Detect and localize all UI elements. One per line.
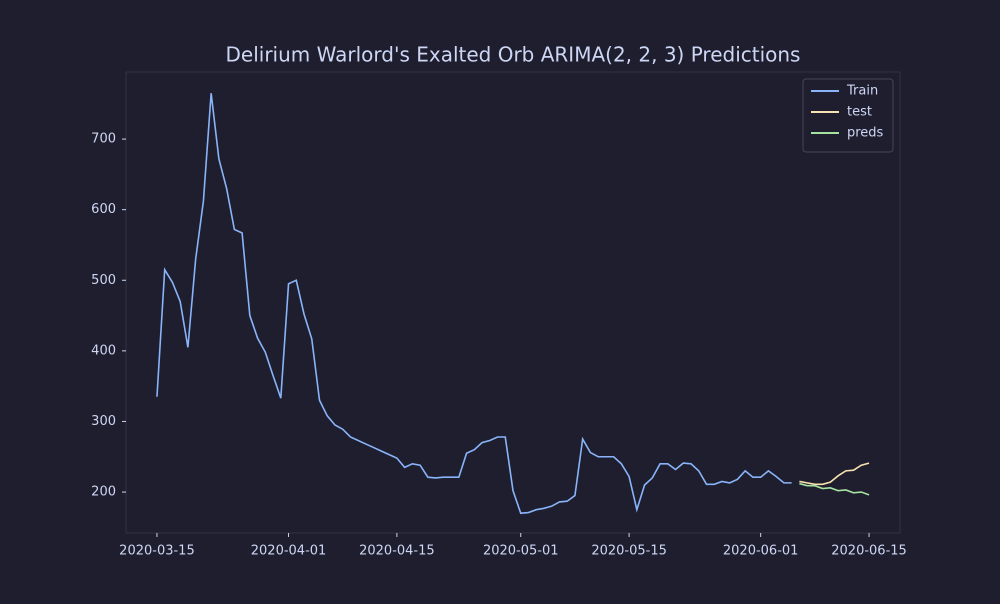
series-line bbox=[156, 93, 792, 515]
plot-area bbox=[125, 71, 901, 534]
x-tick-label: 2020-04-01 bbox=[251, 544, 327, 559]
chart-title: Delirium Warlord's Exalted Orb ARIMA(2, … bbox=[226, 43, 801, 67]
x-tick-label: 2020-06-15 bbox=[831, 544, 907, 559]
y-tick-label: 700 bbox=[91, 132, 116, 147]
y-tick-label: 400 bbox=[91, 343, 116, 358]
legend-label: test bbox=[847, 105, 872, 120]
x-tick-label: 2020-05-01 bbox=[483, 544, 559, 559]
x-tick-label: 2020-05-15 bbox=[591, 544, 667, 559]
y-tick-label: 500 bbox=[91, 273, 116, 288]
x-tick-label: 2020-04-15 bbox=[359, 544, 435, 559]
legend-label: Train bbox=[846, 84, 878, 99]
legend-label: preds bbox=[847, 126, 884, 141]
y-tick-label: 600 bbox=[91, 202, 116, 217]
series-line bbox=[799, 462, 870, 486]
series-line bbox=[799, 482, 870, 496]
y-tick-label: 300 bbox=[91, 414, 116, 429]
y-tick-label: 200 bbox=[91, 485, 116, 500]
x-tick-label: 2020-06-01 bbox=[723, 544, 799, 559]
x-tick-label: 2020-03-15 bbox=[119, 544, 195, 559]
